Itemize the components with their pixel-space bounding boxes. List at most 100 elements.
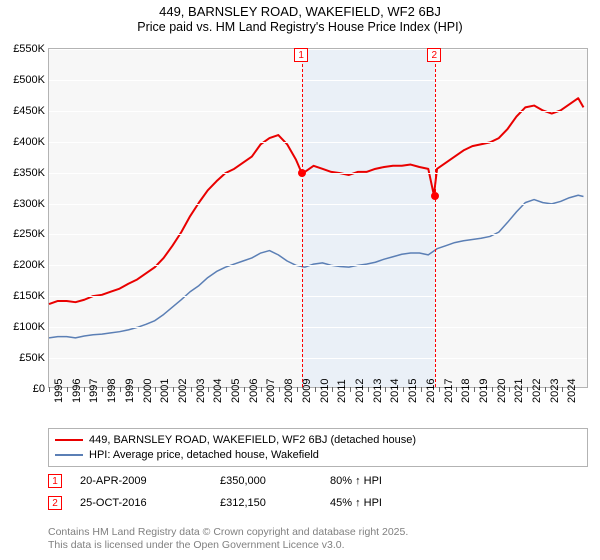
xtick-mark bbox=[279, 387, 280, 392]
gridline bbox=[49, 111, 587, 112]
vref-label-box: 2 bbox=[427, 48, 441, 62]
vref-line bbox=[302, 49, 303, 387]
event-pct: 80% ↑ HPI bbox=[330, 475, 382, 487]
attribution: Contains HM Land Registry data © Crown c… bbox=[48, 526, 408, 552]
xtick-label: 2022 bbox=[531, 379, 543, 403]
xtick-label: 2003 bbox=[195, 379, 207, 403]
event-row: 2 25-OCT-2016£312,15045% ↑ HPI bbox=[48, 495, 588, 511]
event-number-box: 1 bbox=[48, 474, 62, 488]
legend-item: 449, BARNSLEY ROAD, WAKEFIELD, WF2 6BJ (… bbox=[55, 432, 581, 447]
xtick-label: 2008 bbox=[283, 379, 295, 403]
xtick-mark bbox=[261, 387, 262, 392]
ytick-label: £400K bbox=[3, 136, 45, 148]
xtick-label: 1995 bbox=[53, 379, 65, 403]
ytick-label: £500K bbox=[3, 74, 45, 86]
legend-swatch bbox=[55, 454, 83, 456]
xtick-mark bbox=[562, 387, 563, 392]
event-price: £312,150 bbox=[220, 497, 330, 509]
ytick-label: £100K bbox=[3, 321, 45, 333]
ytick-label: £550K bbox=[3, 43, 45, 55]
xtick-mark bbox=[403, 387, 404, 392]
gridline bbox=[49, 296, 587, 297]
xtick-mark bbox=[138, 387, 139, 392]
xtick-mark bbox=[439, 387, 440, 392]
xtick-mark bbox=[456, 387, 457, 392]
xtick-mark bbox=[315, 387, 316, 392]
xtick-label: 1996 bbox=[71, 379, 83, 403]
xtick-mark bbox=[155, 387, 156, 392]
gridline bbox=[49, 358, 587, 359]
xtick-label: 2012 bbox=[354, 379, 366, 403]
event-number-box: 2 bbox=[48, 496, 62, 510]
xtick-label: 1999 bbox=[124, 379, 136, 403]
xtick-label: 2004 bbox=[212, 379, 224, 403]
xtick-label: 2005 bbox=[230, 379, 242, 403]
legend-swatch bbox=[55, 439, 83, 441]
xtick-label: 2021 bbox=[513, 379, 525, 403]
chart-subtitle: Price paid vs. HM Land Registry's House … bbox=[0, 20, 600, 34]
gridline bbox=[49, 204, 587, 205]
xtick-mark bbox=[545, 387, 546, 392]
legend-box: 449, BARNSLEY ROAD, WAKEFIELD, WF2 6BJ (… bbox=[48, 428, 588, 467]
attribution-line: This data is licensed under the Open Gov… bbox=[48, 539, 408, 552]
event-marker-dot bbox=[298, 169, 306, 177]
event-row: 120-APR-2009£350,00080% ↑ HPI bbox=[48, 473, 588, 489]
xtick-mark bbox=[474, 387, 475, 392]
xtick-mark bbox=[492, 387, 493, 392]
xtick-mark bbox=[120, 387, 121, 392]
xtick-label: 2020 bbox=[496, 379, 508, 403]
xtick-mark bbox=[421, 387, 422, 392]
xtick-label: 2011 bbox=[336, 379, 348, 403]
event-marker-dot bbox=[431, 192, 439, 200]
xtick-mark bbox=[84, 387, 85, 392]
legend-label: HPI: Average price, detached house, Wake… bbox=[89, 449, 319, 461]
ytick-label: £350K bbox=[3, 167, 45, 179]
chart-container: 449, BARNSLEY ROAD, WAKEFIELD, WF2 6BJ P… bbox=[0, 0, 600, 560]
series-line bbox=[49, 98, 583, 304]
xtick-label: 2010 bbox=[319, 379, 331, 403]
ytick-label: £0 bbox=[3, 383, 45, 395]
xtick-mark bbox=[226, 387, 227, 392]
xtick-mark bbox=[527, 387, 528, 392]
xtick-mark bbox=[244, 387, 245, 392]
xtick-label: 2015 bbox=[407, 379, 419, 403]
xtick-label: 2000 bbox=[142, 379, 154, 403]
xtick-label: 2023 bbox=[549, 379, 561, 403]
xtick-label: 1997 bbox=[88, 379, 100, 403]
event-date: 25-OCT-2016 bbox=[80, 497, 220, 509]
legend-item: HPI: Average price, detached house, Wake… bbox=[55, 447, 581, 462]
gridline bbox=[49, 327, 587, 328]
event-table: 120-APR-2009£350,00080% ↑ HPI 2 25-OCT-201… bbox=[48, 473, 588, 511]
gridline bbox=[49, 234, 587, 235]
xtick-mark bbox=[368, 387, 369, 392]
line-series-svg bbox=[49, 49, 587, 387]
xtick-label: 2017 bbox=[443, 379, 455, 403]
xtick-mark bbox=[208, 387, 209, 392]
vref-label-box: 1 bbox=[294, 48, 308, 62]
xtick-mark bbox=[509, 387, 510, 392]
xtick-label: 2013 bbox=[372, 379, 384, 403]
xtick-label: 2024 bbox=[566, 379, 578, 403]
series-line bbox=[49, 195, 583, 338]
xtick-label: 2002 bbox=[177, 379, 189, 403]
xtick-mark bbox=[332, 387, 333, 392]
event-pct: 45% ↑ HPI bbox=[330, 497, 382, 509]
legend-and-events: 449, BARNSLEY ROAD, WAKEFIELD, WF2 6BJ (… bbox=[48, 428, 588, 511]
xtick-label: 2014 bbox=[389, 379, 401, 403]
xtick-mark bbox=[385, 387, 386, 392]
xtick-mark bbox=[173, 387, 174, 392]
vref-line bbox=[435, 49, 436, 387]
gridline bbox=[49, 265, 587, 266]
plot-area: £0£50K£100K£150K£200K£250K£300K£350K£400… bbox=[48, 48, 588, 388]
xtick-label: 2006 bbox=[248, 379, 260, 403]
xtick-mark bbox=[67, 387, 68, 392]
ytick-label: £450K bbox=[3, 105, 45, 117]
ytick-label: £200K bbox=[3, 259, 45, 271]
ytick-label: £250K bbox=[3, 228, 45, 240]
chart-title: 449, BARNSLEY ROAD, WAKEFIELD, WF2 6BJ bbox=[0, 4, 600, 19]
xtick-mark bbox=[49, 387, 50, 392]
xtick-label: 2007 bbox=[265, 379, 277, 403]
xtick-label: 2018 bbox=[460, 379, 472, 403]
xtick-mark bbox=[102, 387, 103, 392]
gridline bbox=[49, 49, 587, 50]
